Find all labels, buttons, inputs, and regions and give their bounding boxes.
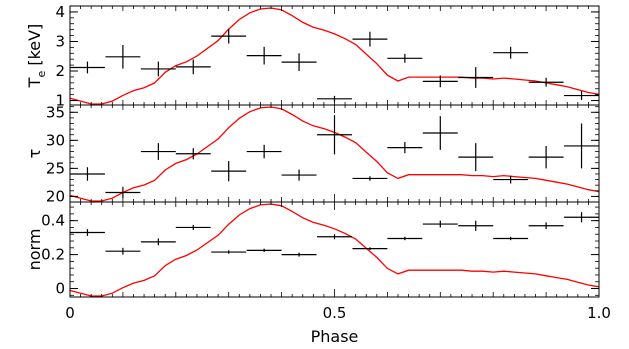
data-point <box>281 252 317 257</box>
x-tick-label: 1.0 <box>587 304 611 322</box>
y-axis-title: τ <box>25 149 44 159</box>
data-point <box>528 145 564 169</box>
data-point <box>211 161 247 182</box>
x-tick-label: 0.5 <box>323 304 347 322</box>
y-axis-title-main: T <box>25 77 44 88</box>
y-tick-label: 0.4 <box>41 212 65 230</box>
data-point <box>493 175 529 184</box>
data-point <box>175 59 211 75</box>
y-tick-label: 0.2 <box>41 246 65 264</box>
data-point <box>211 250 247 254</box>
data-point <box>105 186 141 199</box>
data-point <box>387 236 423 241</box>
data-point <box>140 143 176 160</box>
data-point <box>564 91 599 100</box>
data-point <box>70 167 105 181</box>
data-point <box>564 123 599 169</box>
x-tick-label: 0 <box>65 304 75 322</box>
y-tick-label: 35 <box>46 103 65 121</box>
data-point <box>458 143 494 172</box>
data-point <box>352 31 388 47</box>
data-point <box>246 248 282 253</box>
y-tick-label: 30 <box>46 131 65 149</box>
y-tick-label: 4 <box>55 3 65 21</box>
y-tick-label: 20 <box>46 187 65 205</box>
y-axis-title: norm <box>25 229 44 271</box>
data-point <box>140 238 176 246</box>
data-point <box>211 28 247 44</box>
overlay-curve <box>69 7 600 105</box>
y-axis-title-main: norm <box>25 229 44 271</box>
data-point <box>352 247 388 251</box>
data-point <box>387 53 423 63</box>
panel-frame <box>69 201 600 298</box>
data-point <box>246 144 282 159</box>
data-point <box>105 45 141 69</box>
data-point <box>422 220 458 228</box>
data-point <box>281 53 317 72</box>
data-point <box>281 169 317 181</box>
data-point <box>528 77 564 87</box>
data-point <box>422 116 458 150</box>
data-point <box>352 176 388 181</box>
y-axis-title-sub: e <box>35 71 48 78</box>
y-axis-title: Te [keV] <box>25 24 48 89</box>
data-point <box>175 148 211 160</box>
data-point <box>105 247 141 255</box>
panel-1: 1 2 3 4 Te [keV] <box>25 3 600 110</box>
data-point <box>175 224 211 230</box>
panel-frame <box>69 5 600 106</box>
x-axis-title: Phase <box>311 327 359 346</box>
data-point <box>458 67 494 88</box>
overlay-curve <box>69 203 600 297</box>
y-axis-title-unit: [keV] <box>25 24 44 71</box>
shared-x-axis: Phase 0 0.5 1.0 <box>65 304 611 346</box>
y-tick-label: 25 <box>46 159 65 177</box>
data-point <box>422 75 458 88</box>
data-point <box>317 234 352 240</box>
data-point <box>458 220 494 231</box>
panel-2: 20 25 30 35 τ <box>25 103 600 205</box>
data-point <box>70 229 105 236</box>
data-point <box>70 61 105 74</box>
data-point <box>528 222 564 230</box>
y-tick-label: 0 <box>55 280 65 298</box>
data-point <box>387 142 423 154</box>
y-tick-label: 1 <box>55 92 65 110</box>
data-point <box>246 46 282 65</box>
data-point <box>493 236 529 241</box>
y-axis-title-main: τ <box>25 149 44 159</box>
data-point <box>564 212 599 223</box>
y-tick-label: 2 <box>55 62 65 80</box>
y-tick-label: 3 <box>55 32 65 50</box>
data-point <box>493 46 529 59</box>
data-point <box>317 115 352 155</box>
data-point <box>140 61 176 77</box>
